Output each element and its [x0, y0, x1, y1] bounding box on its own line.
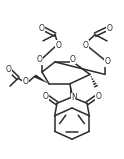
- Text: N: N: [71, 93, 77, 102]
- Text: O: O: [55, 41, 61, 49]
- Polygon shape: [34, 74, 49, 84]
- Text: O: O: [82, 41, 88, 49]
- Polygon shape: [70, 84, 74, 97]
- Text: O: O: [39, 24, 45, 33]
- Text: O: O: [95, 92, 101, 101]
- Text: O: O: [104, 57, 110, 66]
- Text: O: O: [6, 65, 11, 74]
- Text: O: O: [106, 24, 112, 33]
- Text: O: O: [23, 77, 29, 86]
- Text: O: O: [43, 92, 49, 101]
- Text: O: O: [37, 55, 43, 64]
- Text: O: O: [70, 55, 76, 64]
